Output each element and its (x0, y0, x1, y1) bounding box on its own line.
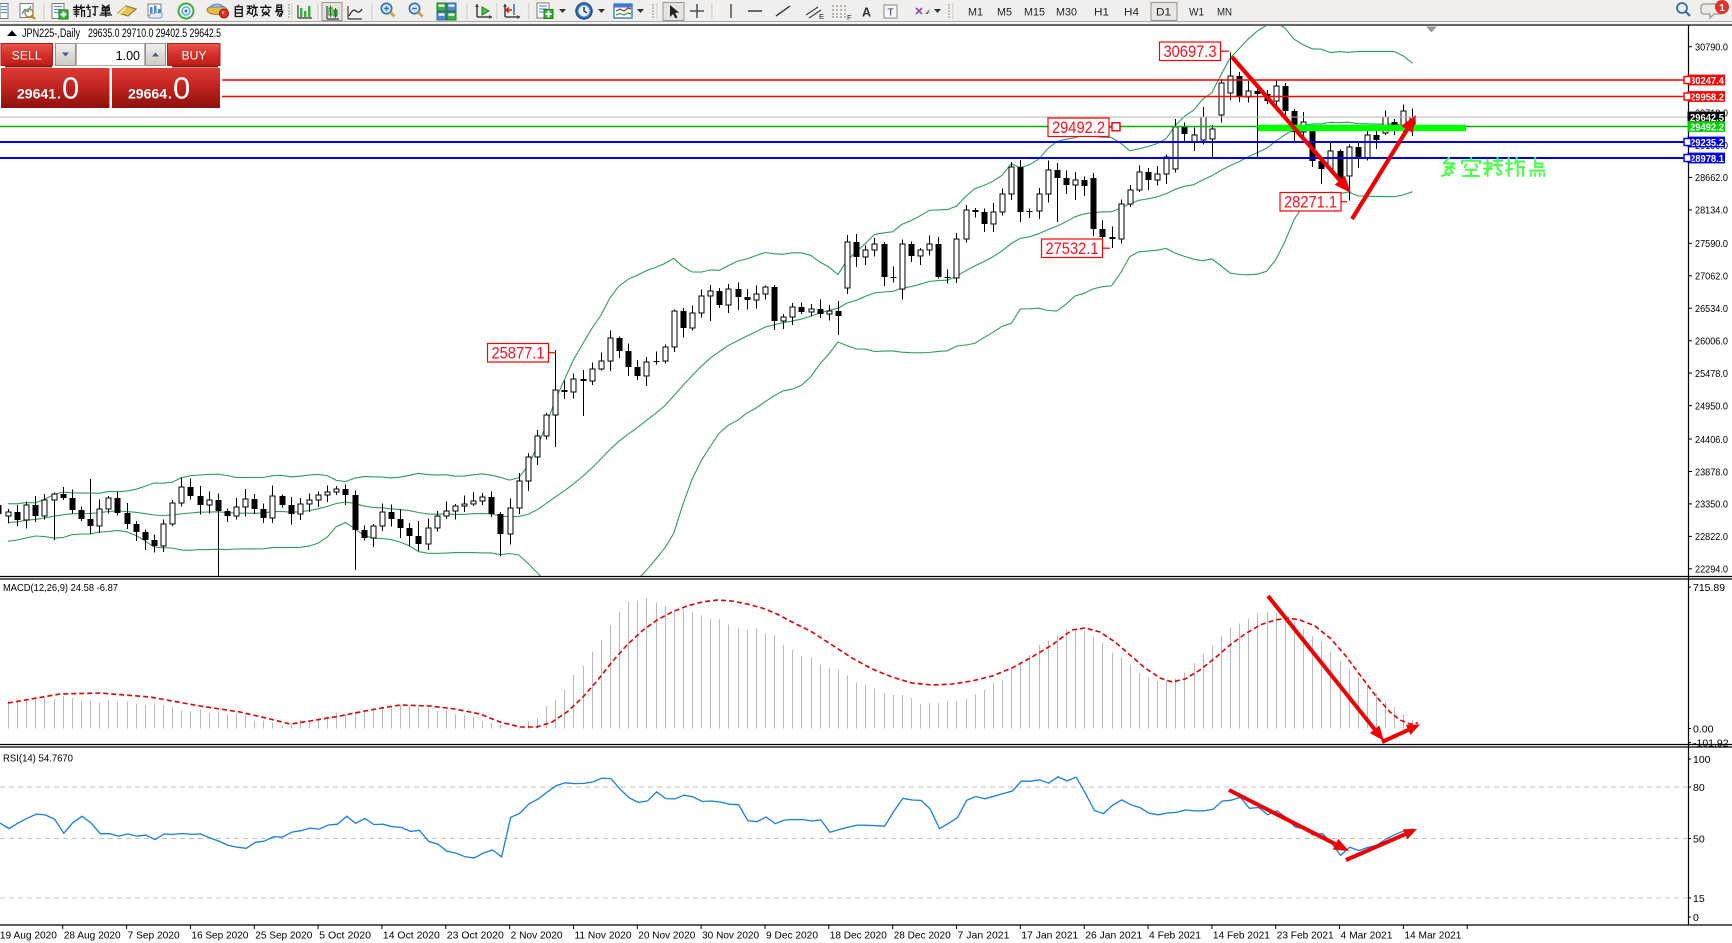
svg-text:5 Oct 2020: 5 Oct 2020 (319, 930, 371, 942)
svg-text:30247.4: 30247.4 (1690, 75, 1724, 87)
svg-text:9 Dec 2020: 9 Dec 2020 (766, 930, 818, 942)
svg-text:23 Oct 2020: 23 Oct 2020 (447, 930, 504, 942)
svg-text:25478.0: 25478.0 (1695, 368, 1728, 380)
svg-text:0.00: 0.00 (1693, 723, 1714, 735)
svg-text:D1: D1 (1156, 7, 1171, 19)
svg-text:SELL: SELL (12, 51, 43, 63)
svg-text:18 Dec 2020: 18 Dec 2020 (830, 930, 887, 942)
svg-text:29635.0 29710.0 29402.5 29642.: 29635.0 29710.0 29402.5 29642.5 (88, 28, 221, 40)
svg-text:27590.0: 27590.0 (1695, 238, 1728, 250)
svg-text:25877.1: 25877.1 (492, 344, 545, 362)
svg-text:M5: M5 (997, 7, 1012, 19)
svg-text:29664: 29664 (128, 86, 168, 101)
svg-text:29492.2: 29492.2 (1690, 121, 1724, 133)
svg-text:29492.2: 29492.2 (1052, 119, 1105, 137)
svg-text:H4: H4 (1124, 7, 1139, 19)
svg-text:100: 100 (1693, 754, 1711, 766)
svg-text:22822.0: 22822.0 (1695, 531, 1728, 543)
svg-text:H1: H1 (1094, 7, 1109, 19)
svg-text:A: A (862, 6, 871, 20)
svg-text:50: 50 (1693, 833, 1705, 845)
svg-text:29235.2: 29235.2 (1690, 137, 1724, 149)
svg-text:28 Aug 2020: 28 Aug 2020 (64, 930, 121, 942)
svg-text:14 Oct 2020: 14 Oct 2020 (383, 930, 440, 942)
svg-text:F: F (847, 13, 852, 22)
svg-text:14 Feb 2021: 14 Feb 2021 (1213, 930, 1270, 942)
svg-text:BUY: BUY (182, 51, 207, 63)
svg-text:28271.1: 28271.1 (1284, 193, 1337, 211)
svg-text:28978.1: 28978.1 (1690, 153, 1724, 165)
svg-text:29958.2: 29958.2 (1690, 91, 1724, 103)
svg-text:M15: M15 (1024, 7, 1045, 19)
svg-text:0: 0 (62, 70, 79, 105)
svg-text:14 Mar 2021: 14 Mar 2021 (1404, 930, 1461, 942)
svg-text:28662.0: 28662.0 (1695, 172, 1728, 184)
svg-text:23878.0: 23878.0 (1695, 466, 1728, 478)
svg-text:80: 80 (1693, 782, 1705, 794)
svg-text:26534.0: 26534.0 (1695, 303, 1728, 315)
svg-text:MACD(12,26,9) 24.58 -6.87: MACD(12,26,9) 24.58 -6.87 (3, 583, 118, 594)
svg-text:4 Mar 2021: 4 Mar 2021 (1341, 930, 1393, 942)
svg-text:JPN225-,Daily: JPN225-,Daily (22, 28, 80, 40)
svg-text:0: 0 (1693, 912, 1699, 924)
svg-text:20 Nov 2020: 20 Nov 2020 (638, 930, 695, 942)
svg-text:T: T (888, 7, 895, 19)
svg-text:25 Sep 2020: 25 Sep 2020 (255, 930, 312, 942)
svg-text:4 Feb 2021: 4 Feb 2021 (1149, 930, 1201, 942)
svg-text:28 Dec 2020: 28 Dec 2020 (894, 930, 951, 942)
svg-text:26 Jan 2021: 26 Jan 2021 (1085, 930, 1142, 942)
svg-text:27062.0: 27062.0 (1695, 271, 1728, 283)
svg-text:19 Aug 2020: 19 Aug 2020 (0, 930, 57, 942)
svg-text:.: . (168, 85, 172, 101)
svg-text:30 Nov 2020: 30 Nov 2020 (702, 930, 759, 942)
svg-text:7 Sep 2020: 7 Sep 2020 (128, 930, 180, 942)
svg-text:17 Jan 2021: 17 Jan 2021 (1021, 930, 1078, 942)
svg-text:28134.0: 28134.0 (1695, 205, 1728, 217)
svg-text:-101.92: -101.92 (1693, 737, 1729, 749)
svg-text:29642.5: 29642.5 (1690, 112, 1724, 124)
svg-text:22294.0: 22294.0 (1695, 564, 1728, 576)
svg-text:26006.0: 26006.0 (1695, 336, 1728, 348)
svg-text:W1: W1 (1189, 7, 1204, 19)
svg-text:24406.0: 24406.0 (1695, 434, 1728, 446)
svg-text:715.89: 715.89 (1693, 582, 1725, 594)
svg-text:2 Nov 2020: 2 Nov 2020 (511, 930, 563, 942)
svg-text:27532.1: 27532.1 (1046, 240, 1099, 258)
svg-text:23 Feb 2021: 23 Feb 2021 (1277, 930, 1334, 942)
svg-text:1.00: 1.00 (116, 49, 140, 63)
svg-text:15: 15 (1693, 893, 1705, 905)
svg-text:30697.3: 30697.3 (1164, 43, 1217, 61)
svg-text:E: E (819, 12, 824, 21)
svg-text:1: 1 (1719, 2, 1725, 14)
svg-text:M1: M1 (968, 7, 983, 19)
svg-text:0: 0 (173, 70, 190, 105)
svg-text:7 Jan 2021: 7 Jan 2021 (958, 930, 1010, 942)
svg-text:23350.0: 23350.0 (1695, 499, 1728, 511)
svg-text:RSI(14) 54.7670: RSI(14) 54.7670 (3, 754, 73, 765)
svg-text:11 Nov 2020: 11 Nov 2020 (575, 930, 632, 942)
svg-text:29641: 29641 (17, 86, 57, 101)
svg-text:16 Sep 2020: 16 Sep 2020 (191, 930, 248, 942)
svg-text:M30: M30 (1056, 7, 1077, 19)
svg-text:MN: MN (1217, 7, 1232, 19)
svg-text:.: . (57, 85, 61, 101)
svg-text:24950.0: 24950.0 (1695, 400, 1728, 412)
svg-text:30790.0: 30790.0 (1695, 42, 1728, 54)
